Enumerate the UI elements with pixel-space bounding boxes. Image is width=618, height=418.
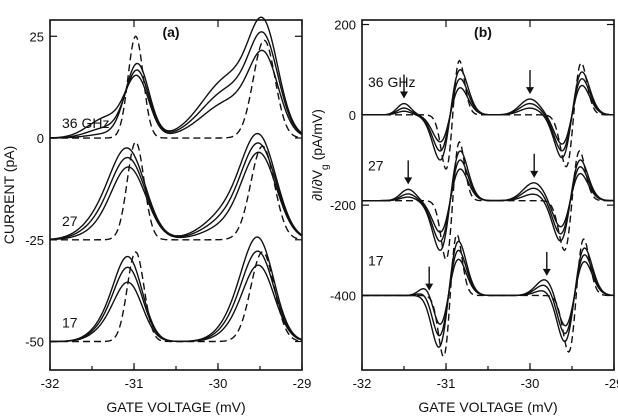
y-tick-label: 25 <box>30 29 44 44</box>
y-tick-label: 0 <box>349 108 356 123</box>
group-label: 27 <box>368 158 384 174</box>
group-label: 17 <box>62 315 78 331</box>
panel-label: (b) <box>474 24 492 40</box>
group-label: 36 GHz <box>62 115 109 131</box>
curve-dashed <box>50 141 303 241</box>
curve-solid <box>49 16 303 139</box>
x-tick-label: -31 <box>437 376 456 391</box>
curve-dashed <box>362 59 614 171</box>
x-tick-label: -29 <box>293 376 312 391</box>
x-axis-title: GATE VOLTAGE (mV) <box>418 399 557 415</box>
x-tick-label: -32 <box>353 376 372 391</box>
curve-solid <box>362 150 615 252</box>
curve-solid <box>49 49 303 139</box>
x-tick-label: -29 <box>605 376 618 391</box>
arrow-head <box>542 268 551 276</box>
arrow-head <box>530 170 539 178</box>
curve-solid <box>49 132 303 240</box>
curve-solid <box>50 236 303 343</box>
panel-a: -32 -31 -30 -29 25 0 -25 -50 GATE VOLTAGE (mV) CU… <box>1 16 312 415</box>
y-tick-label: -200 <box>330 198 356 213</box>
arrow-head <box>526 87 534 95</box>
y-axis-title-sub: g <box>320 164 331 170</box>
y-tick-label: -25 <box>25 233 44 248</box>
y-tick-label: -50 <box>25 335 44 350</box>
curve-dashed <box>50 251 303 343</box>
curve-solid <box>49 151 303 241</box>
arrow-head <box>425 283 434 291</box>
x-tick-label: -30 <box>209 376 228 391</box>
group-label: 36 GHz <box>368 74 415 90</box>
x-tick-label: -31 <box>125 376 144 391</box>
y-axis-title: ∂I/∂Vg (pA/mV) <box>309 109 331 201</box>
curve-dashed <box>50 35 303 139</box>
arrow-head <box>404 177 413 185</box>
y-axis-title: CURRENT (pA) <box>1 146 17 245</box>
curve-solid <box>362 68 615 161</box>
y-axis-title-main: ∂I/∂V <box>309 169 325 201</box>
curve-solid <box>362 240 615 348</box>
x-tick-label: -32 <box>41 376 60 391</box>
curve-solid <box>49 264 303 343</box>
curve-solid <box>49 31 303 139</box>
y-tick-label: 0 <box>37 131 44 146</box>
curve-solid <box>50 250 303 343</box>
y-axis-title-units: (pA/mV) <box>309 109 325 160</box>
panel-label: (a) <box>162 24 179 40</box>
group-label: 27 <box>62 213 78 229</box>
y-tick-label: 200 <box>334 18 356 33</box>
arrow-head <box>400 91 408 99</box>
y-tick-label: -400 <box>330 288 356 303</box>
panel-b: -32 -31 -30 -29 200 0 -200 -400 GATE VOLTAGE (mV… <box>309 18 618 415</box>
x-tick-label: -30 <box>521 376 540 391</box>
group-label: 17 <box>368 252 384 268</box>
plot-frame <box>49 19 303 371</box>
x-axis-title: GATE VOLTAGE (mV) <box>106 399 245 415</box>
